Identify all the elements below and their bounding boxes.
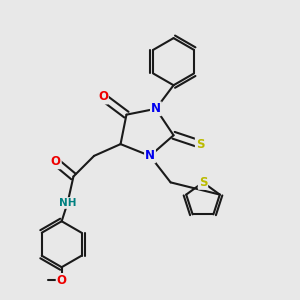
Text: S: S	[199, 176, 207, 189]
Text: S: S	[196, 138, 204, 151]
Text: O: O	[57, 274, 67, 287]
Text: N: N	[145, 149, 155, 162]
Text: O: O	[98, 91, 108, 103]
Text: NH: NH	[59, 198, 76, 208]
Text: O: O	[51, 155, 61, 168]
Text: N: N	[151, 102, 161, 115]
